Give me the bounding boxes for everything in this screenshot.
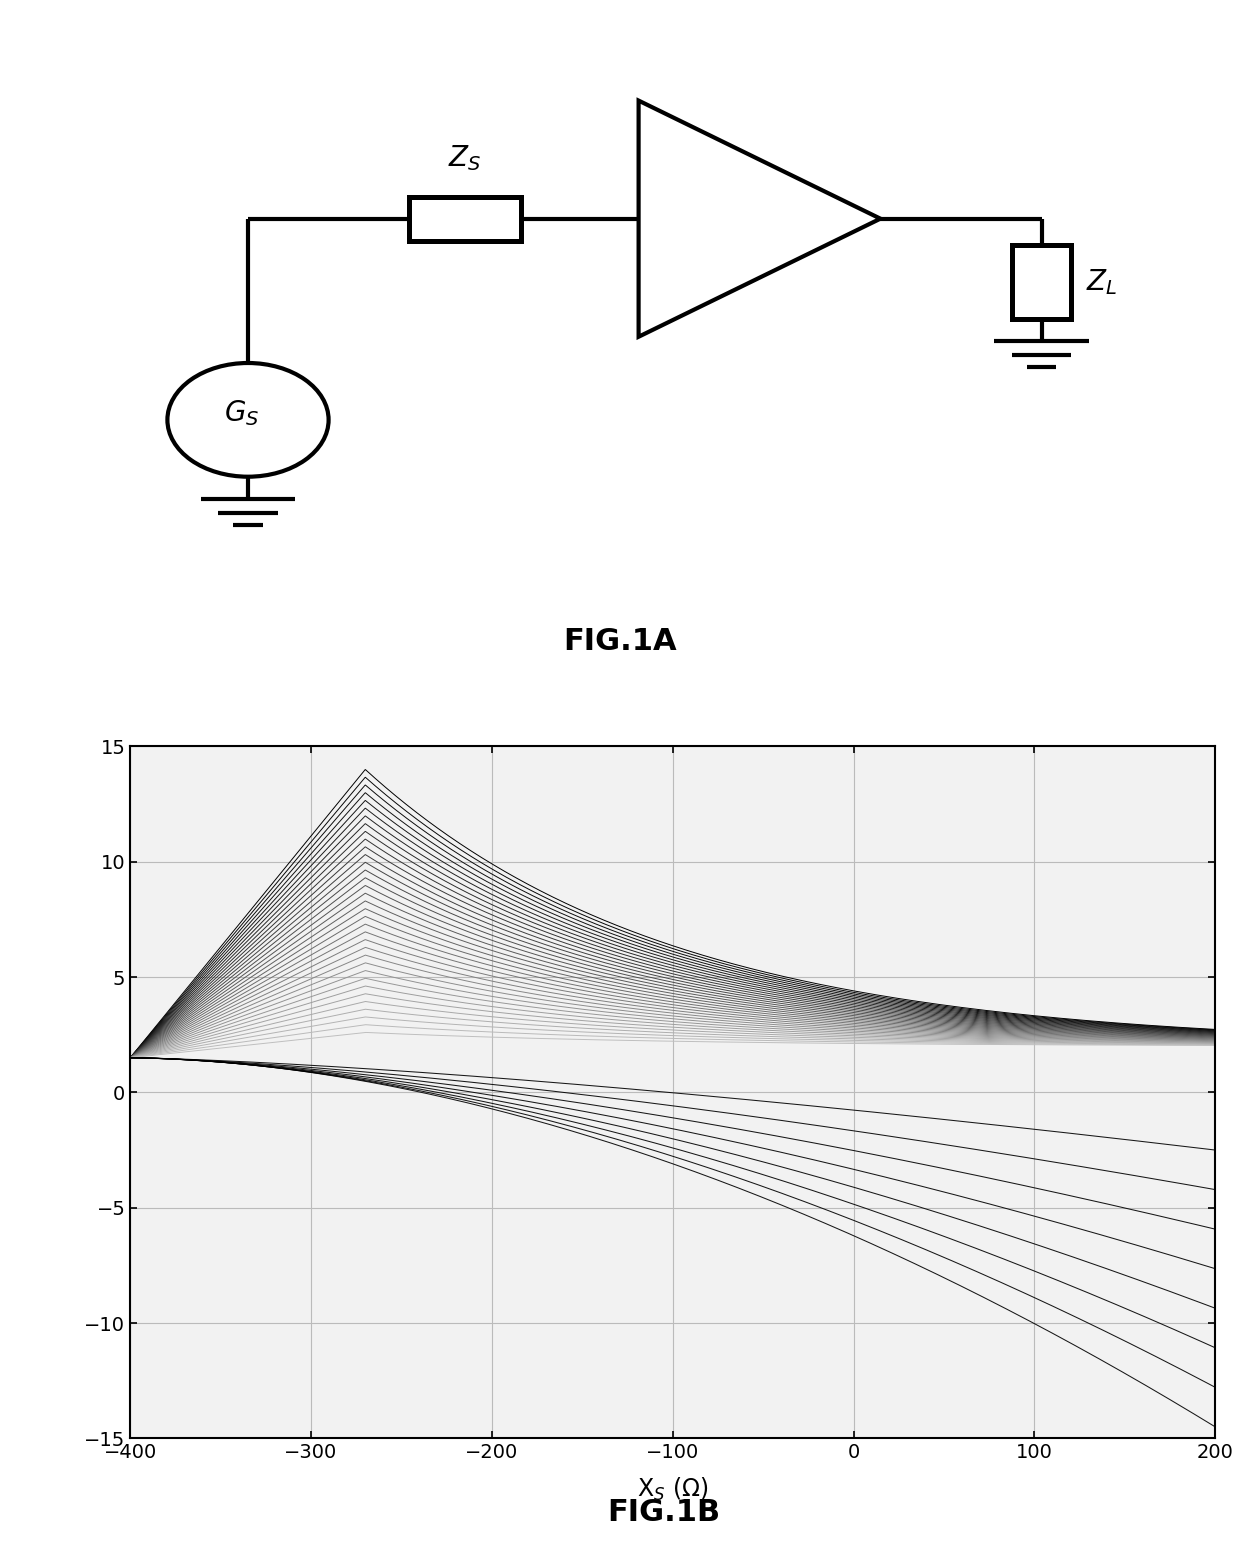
Text: $G_S$: $G_S$: [224, 398, 259, 428]
Text: $Z_S$: $Z_S$: [449, 143, 481, 173]
Text: FIG.1A: FIG.1A: [563, 627, 677, 656]
X-axis label: X$_S$ (Ω): X$_S$ (Ω): [637, 1476, 708, 1504]
Text: FIG.1B: FIG.1B: [606, 1497, 720, 1527]
Bar: [1012, 244, 1071, 319]
Text: $Z_L$: $Z_L$: [1086, 267, 1117, 297]
Bar: [409, 197, 521, 241]
